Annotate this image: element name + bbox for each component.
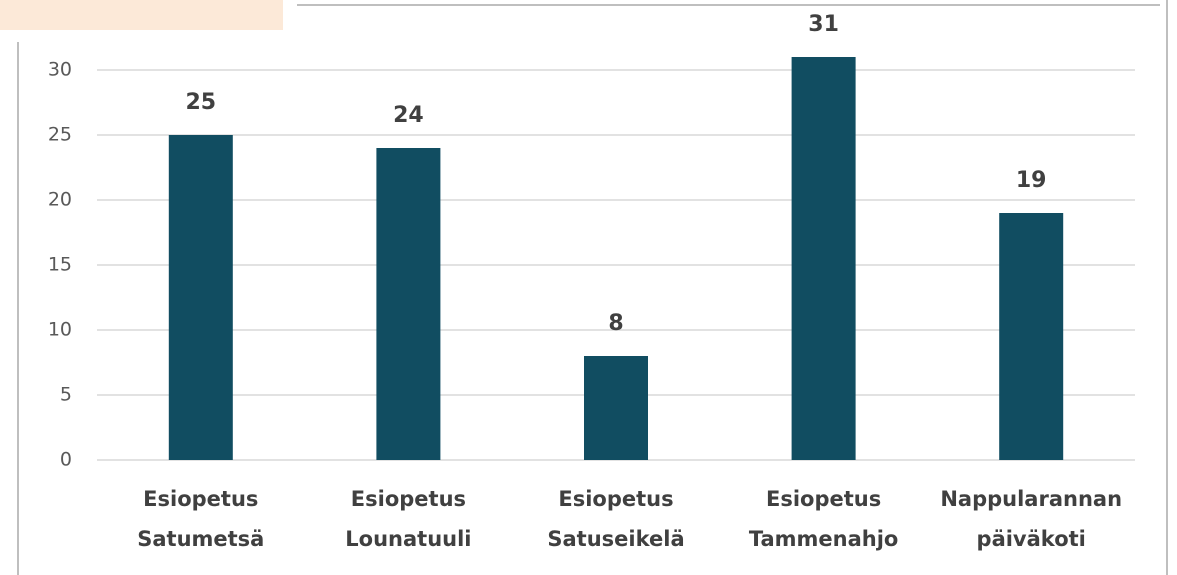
data-label: 19 [1016, 168, 1047, 193]
data-label: 25 [185, 90, 216, 115]
bar [584, 356, 648, 460]
x-tick-label: Esiopetus Satuseikelä [547, 487, 684, 551]
bar [791, 57, 856, 460]
y-tick-label: 15 [48, 254, 72, 276]
bar [376, 148, 441, 460]
data-label: 31 [808, 12, 839, 37]
x-tick-label: Esiopetus Tammenahjo [749, 487, 899, 551]
y-tick-label: 10 [48, 319, 72, 341]
bar [999, 213, 1064, 460]
y-tick-label: 25 [48, 124, 72, 146]
bar [168, 135, 233, 460]
x-tick-label: Esiopetus Lounatuuli [345, 487, 471, 551]
x-tick-label: Esiopetus Satumetsä [137, 487, 264, 551]
y-tick-label: 0 [60, 449, 72, 471]
header-block [0, 0, 283, 30]
y-tick-label: 30 [48, 59, 72, 81]
y-tick-label: 5 [60, 384, 72, 406]
data-label: 24 [393, 103, 424, 128]
x-tick-label: Nappularannan päiväkoti [940, 487, 1122, 551]
data-label: 8 [608, 311, 623, 336]
y-tick-label: 20 [48, 189, 72, 211]
